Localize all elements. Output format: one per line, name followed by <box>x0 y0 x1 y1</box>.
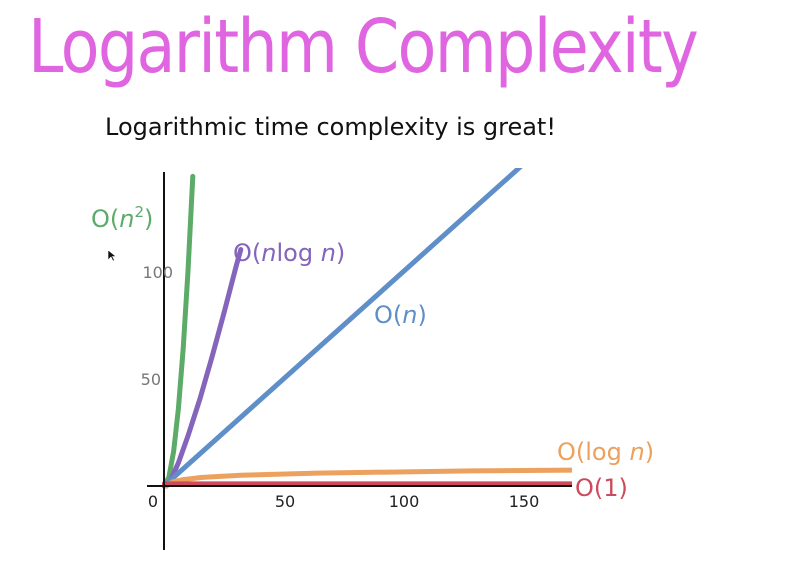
series-label-n-squared: O(n2) <box>91 203 153 233</box>
y-tick-label: 100 <box>142 263 173 282</box>
mouse-cursor-icon <box>108 250 117 262</box>
series-line-1 <box>163 247 244 489</box>
series-label-constant: O(1) <box>575 474 628 502</box>
series-label-log-n: O(log n) <box>557 438 654 466</box>
x-tick-label: 150 <box>509 492 540 511</box>
x-tick-label: 50 <box>275 492 295 511</box>
x-tick-label: 0 <box>148 492 158 511</box>
x-tick-label: 100 <box>389 492 420 511</box>
slide-title: Logarithm Complexity <box>28 4 699 90</box>
series-label-n-log-n: O(nlog n) <box>233 239 345 267</box>
series-line-2 <box>162 168 523 489</box>
series-line-0 <box>162 173 196 489</box>
series-label-n: O(n) <box>374 301 427 329</box>
y-tick-label: 50 <box>141 370 161 389</box>
slide-subtitle: Logarithmic time complexity is great! <box>105 113 556 141</box>
